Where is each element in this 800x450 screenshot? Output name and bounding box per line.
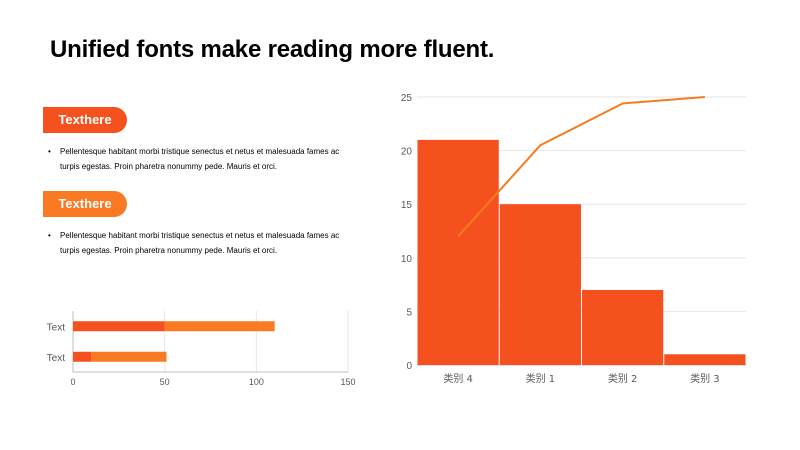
category-label: Text (47, 353, 66, 364)
section-tag-1: Texthere (43, 107, 127, 133)
slide-title: Unified fonts make reading more fluent. (50, 36, 495, 63)
y-tick-label: 10 (401, 254, 413, 265)
bar-segment (164, 321, 275, 332)
bullet-dot: • (48, 147, 51, 156)
bar (499, 204, 581, 365)
category-label: 类别 1 (526, 372, 556, 385)
bullet-text: Pellentesque habitant morbi tristique se… (60, 147, 340, 171)
section-tag-2: Texthere (43, 191, 127, 217)
bar (417, 139, 499, 365)
y-tick-label: 5 (406, 307, 412, 318)
bar-segment (91, 351, 167, 362)
category-label: Text (47, 322, 66, 333)
x-tick-label: 50 (160, 377, 170, 387)
bullet-text: Pellentesque habitant morbi tristique se… (60, 231, 340, 255)
bar (664, 354, 746, 365)
y-tick-label: 15 (401, 200, 413, 211)
bar-segment (73, 321, 165, 332)
x-tick-label: 150 (340, 377, 355, 387)
y-tick-label: 20 (401, 147, 413, 158)
x-tick-label: 100 (249, 377, 264, 387)
category-label: 类别 4 (443, 372, 473, 385)
bar (582, 289, 664, 365)
x-tick-label: 0 (70, 377, 75, 387)
category-label: 类别 2 (608, 372, 638, 385)
y-tick-label: 25 (401, 93, 413, 104)
bullet-dot: • (48, 231, 51, 240)
bar-segment (73, 351, 92, 362)
y-tick-label: 0 (406, 361, 412, 372)
cumulative-line (457, 96, 705, 238)
category-label: 类别 3 (690, 372, 720, 385)
